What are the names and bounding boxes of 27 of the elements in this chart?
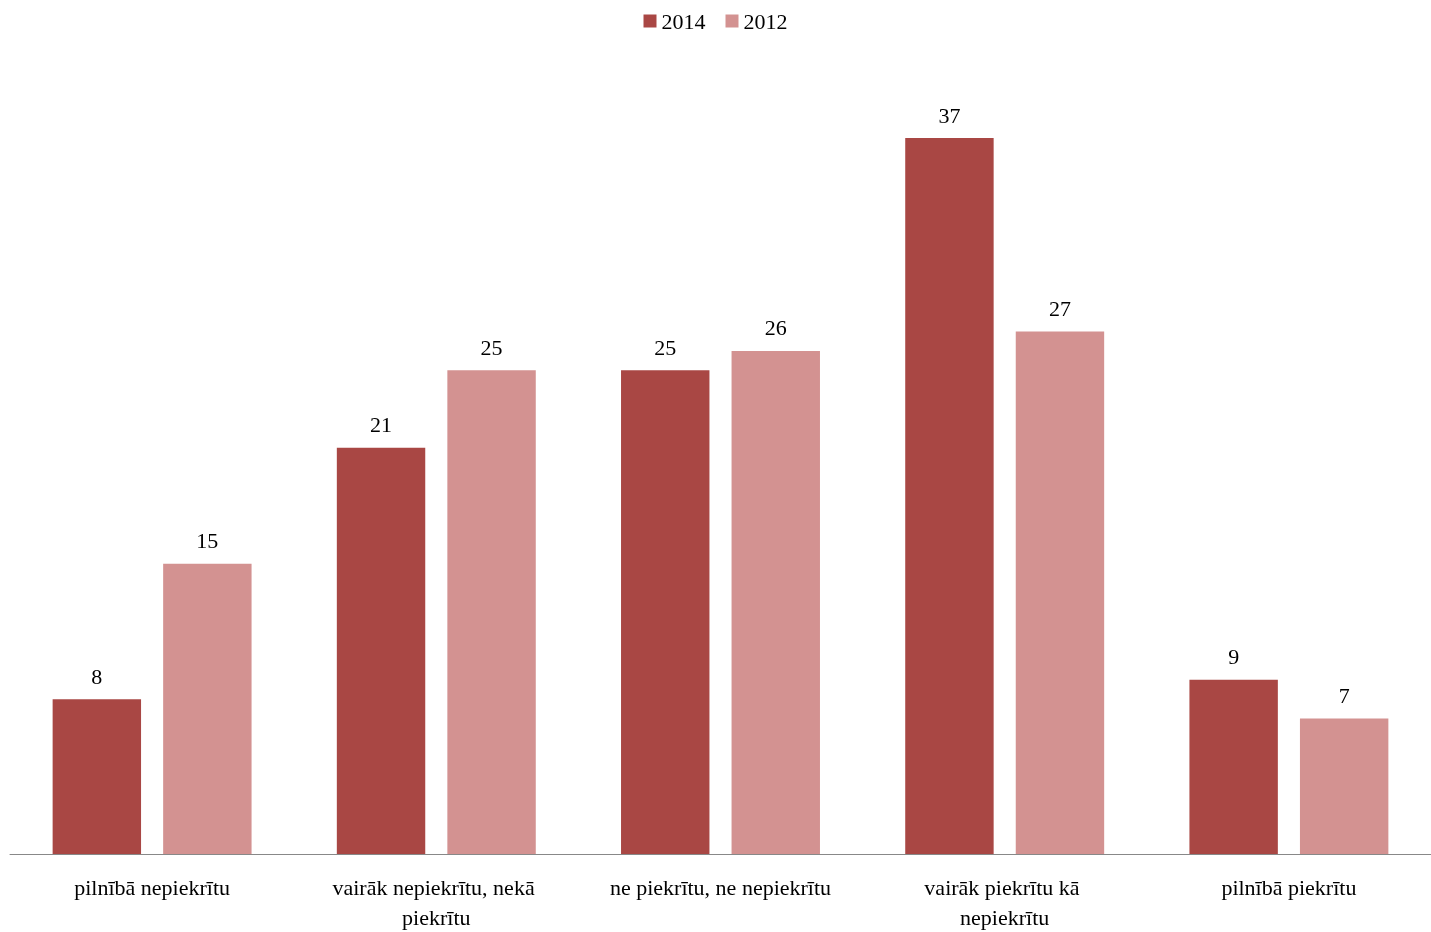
data-label: 7 (1338, 683, 1350, 709)
bar (1189, 679, 1278, 854)
bar (52, 699, 142, 854)
bar (447, 370, 536, 854)
x-tick-label: vairāk nepiekrītu, nekā piekrītu (332, 874, 541, 930)
bar (905, 138, 994, 854)
data-label: 9 (1228, 644, 1240, 670)
data-label: 37 (938, 102, 961, 128)
data-label: 26 (764, 315, 787, 341)
bar (621, 370, 710, 854)
data-label: 27 (1048, 296, 1071, 322)
legend-label: 2012 (743, 8, 788, 34)
x-tick-label: pilnībā nepiekrītu (74, 874, 230, 900)
bar (1299, 718, 1389, 854)
bar (163, 563, 252, 854)
data-label: 25 (654, 334, 677, 360)
data-label: 8 (91, 663, 103, 689)
bar (731, 350, 820, 854)
legend-label: 2014 (661, 8, 706, 34)
x-tick-label: vairāk piekrītu kā nepiekrītu (924, 874, 1086, 930)
data-label: 25 (480, 334, 503, 360)
bar (1015, 331, 1105, 854)
data-label: 21 (370, 412, 393, 438)
data-label: 15 (196, 528, 219, 554)
x-tick-label: ne piekrītu, ne nepiekrītu (609, 874, 832, 900)
bar (336, 447, 426, 854)
x-tick-label: pilnībā piekrītu (1221, 874, 1357, 900)
